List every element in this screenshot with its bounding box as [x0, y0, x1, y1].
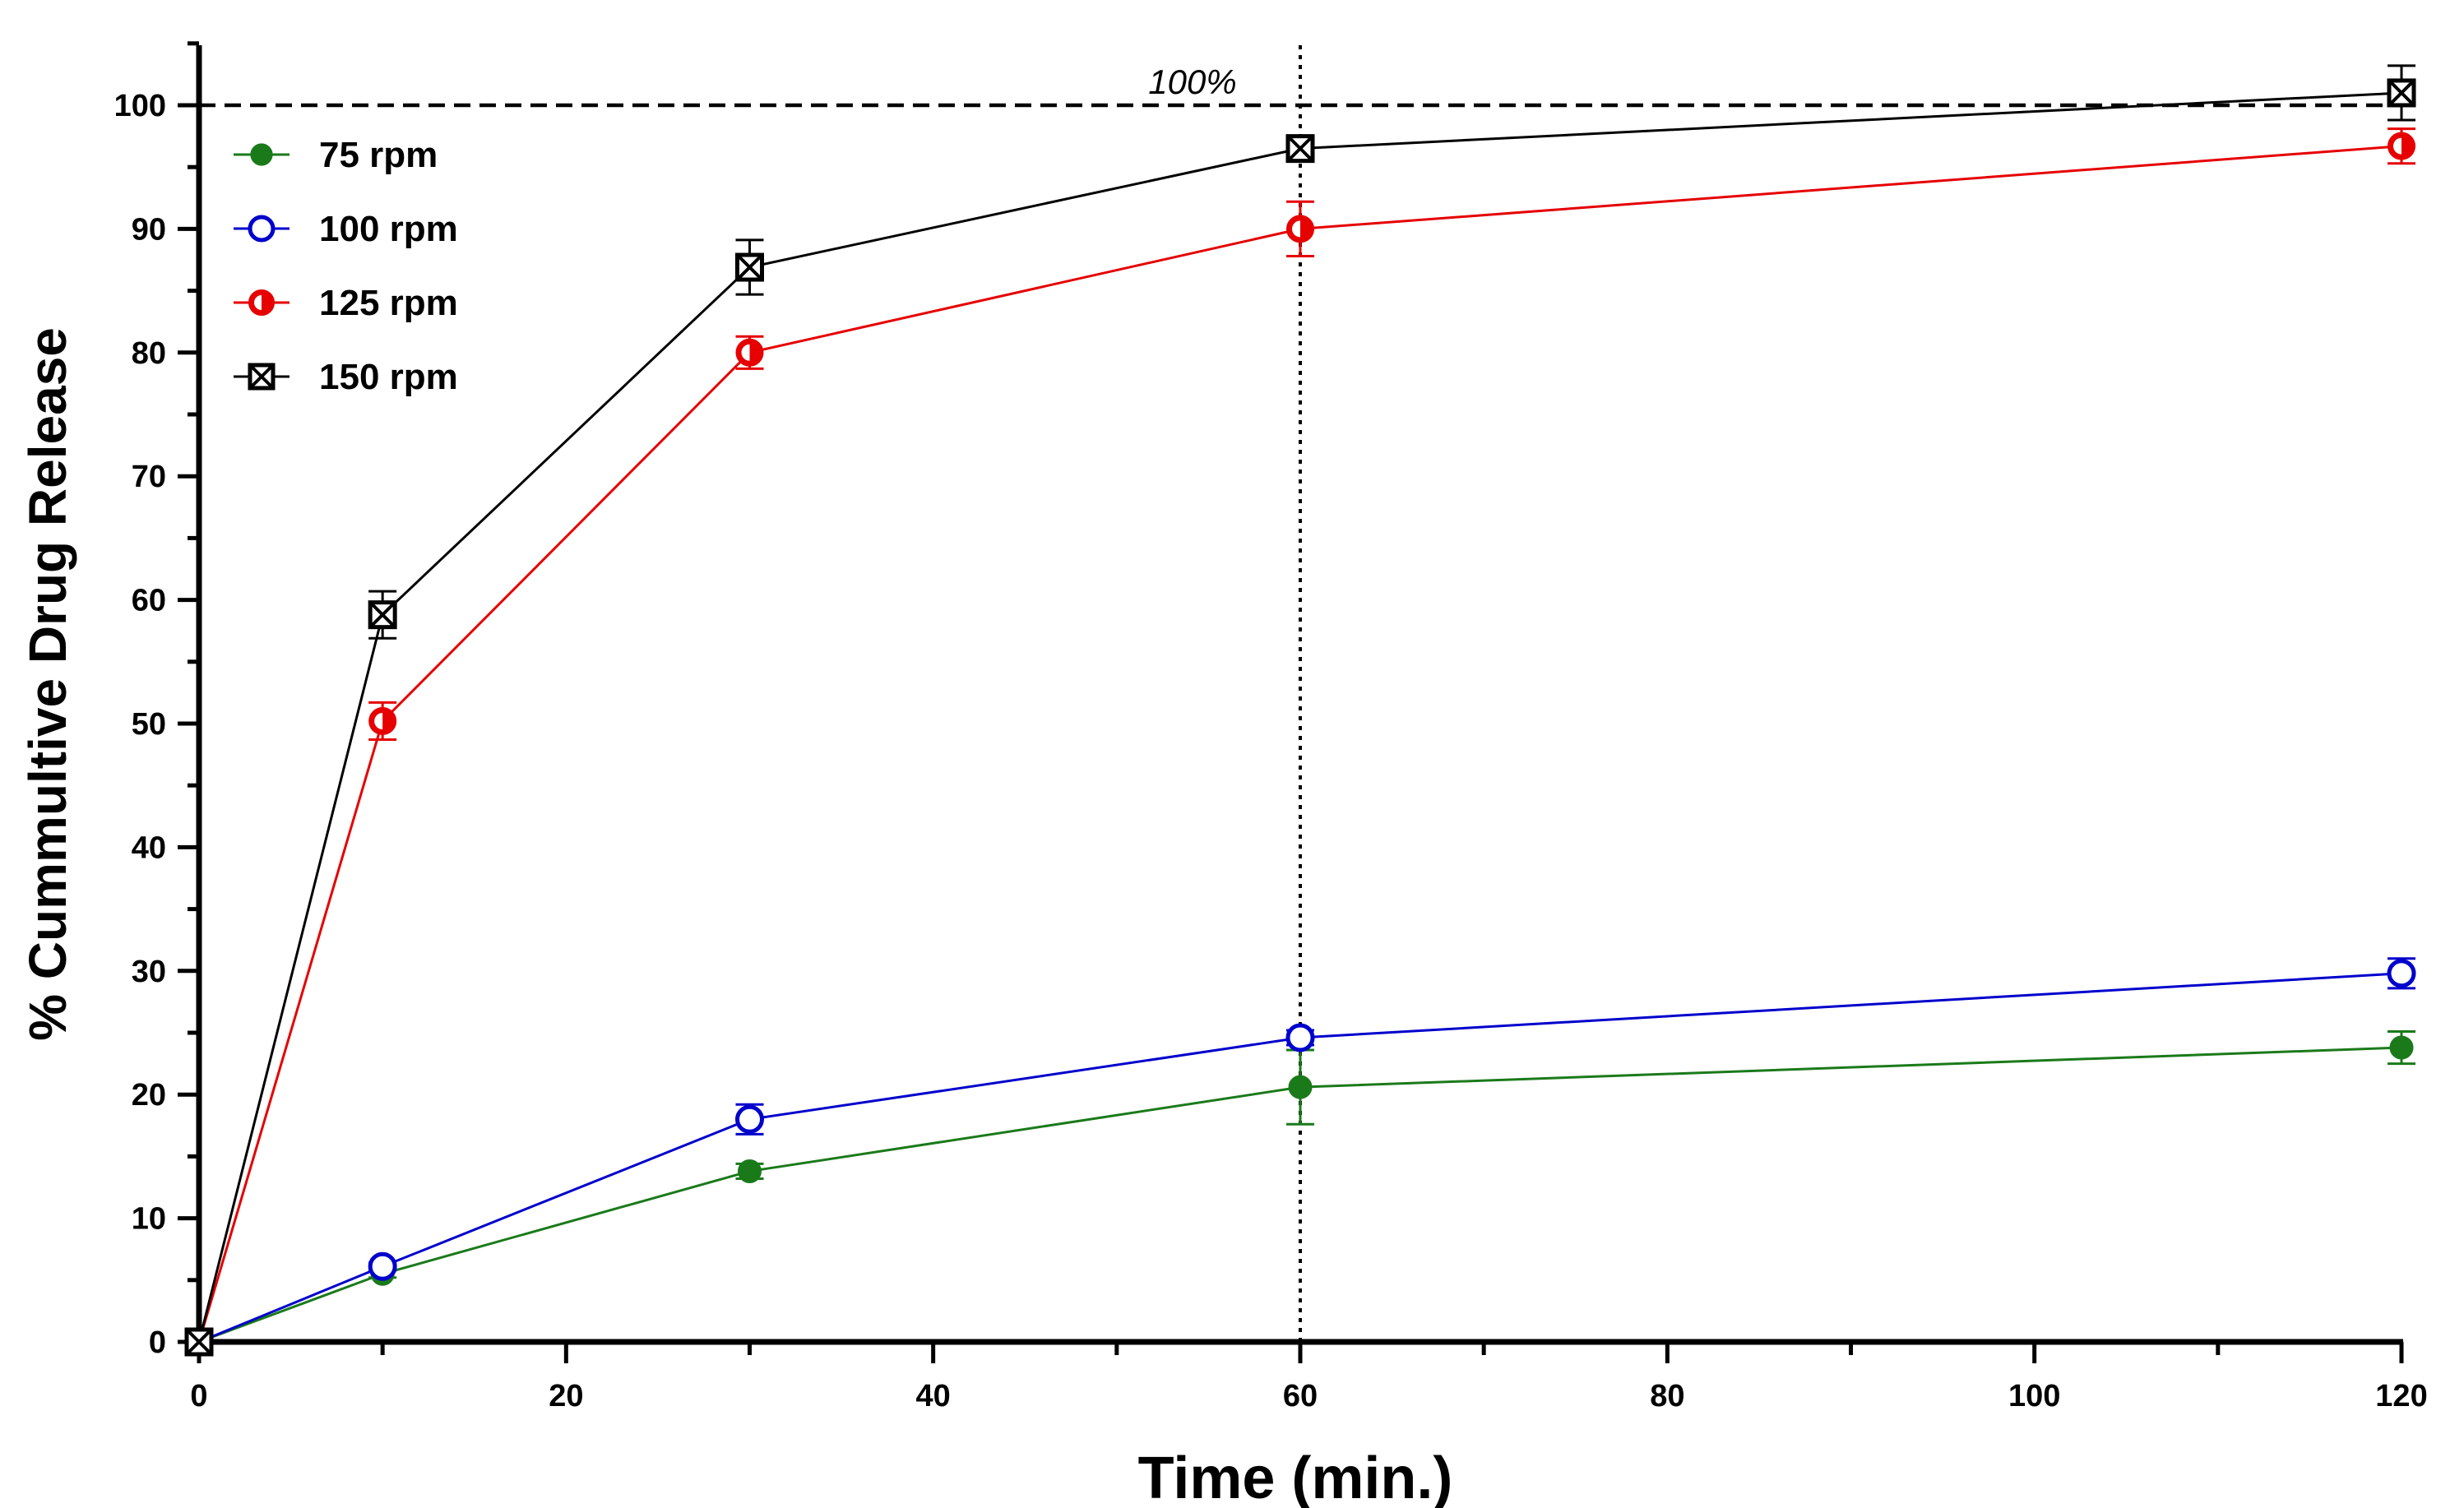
marker-half [1292, 220, 1300, 238]
x-tick-label: 20 [549, 1379, 583, 1413]
data-point [738, 1159, 762, 1183]
data-point [2388, 132, 2415, 160]
marker-half [2393, 137, 2401, 155]
legend-label: 100 rpm [319, 209, 458, 249]
y-tick-label: 0 [149, 1325, 166, 1360]
marker-cross [736, 253, 763, 281]
series-150-rpm [184, 64, 2416, 1357]
data-point [2387, 959, 2416, 988]
data-point [1285, 1023, 1315, 1052]
x-tick-label: 60 [1283, 1379, 1318, 1413]
legend-label: 150 rpm [319, 357, 458, 397]
y-axis-title: % Cummultive Drug Release [18, 327, 77, 1041]
x-tick-label: 120 [2375, 1379, 2427, 1413]
data-point [735, 338, 764, 367]
series-75-rpm [187, 1029, 2415, 1354]
legend-item: 125 rpm [234, 283, 458, 323]
reference-line-label: 100% [1148, 62, 1236, 101]
data-point [1286, 215, 1314, 243]
marker-half [254, 295, 262, 310]
data-point [2387, 78, 2416, 108]
legend-item: 100 rpm [234, 209, 458, 249]
series-125-rpm [185, 127, 2415, 1356]
marker-shape [250, 143, 273, 166]
y-tick-label: 50 [132, 707, 166, 742]
marker-half [374, 712, 383, 729]
y-tick-label: 90 [132, 212, 166, 247]
y-tick-label: 10 [132, 1202, 166, 1237]
marker-shape [1288, 1075, 1313, 1099]
legend-item: 150 rpm [234, 357, 458, 397]
data-point [735, 1104, 764, 1134]
marker-shape [735, 1104, 764, 1134]
marker-shape [1285, 1023, 1315, 1052]
legend: 75 rpm 100 rpm 125 rpm 150 rpm [234, 135, 458, 397]
x-tick-label: 80 [1650, 1379, 1684, 1413]
marker-cross [368, 601, 396, 629]
legend-marker [248, 289, 275, 316]
marker-cross [1286, 135, 1314, 163]
data-point [368, 706, 397, 735]
marker-shape [248, 215, 276, 243]
y-tick-label: 30 [132, 955, 166, 989]
legend-marker [248, 363, 276, 391]
marker-shape [738, 1159, 762, 1183]
y-tick-label: 100 [114, 89, 166, 123]
legend-label: 75 rpm [319, 135, 438, 175]
y-tick-label: 80 [132, 336, 166, 371]
marker-cross [185, 1328, 213, 1356]
data-point [1285, 134, 1315, 164]
axes: 0 10 20 30 40 50 60 70 80 90 100 0 20 40 60 80 100 120 [114, 41, 2428, 1413]
x-tick-label: 40 [916, 1379, 951, 1413]
data-point [368, 600, 397, 630]
legend-marker [250, 143, 273, 166]
x-tick-label: 0 [190, 1379, 207, 1413]
marker-cross [248, 363, 275, 390]
marker-half [741, 344, 750, 361]
data-point [2389, 1035, 2414, 1060]
marker-cross [2388, 79, 2415, 107]
y-tick-label: 70 [132, 460, 166, 494]
data-point [184, 1327, 214, 1357]
data-point [1288, 1075, 1313, 1099]
x-tick-label: 100 [2008, 1379, 2060, 1413]
marker-shape [368, 1251, 397, 1281]
legend-label: 125 rpm [319, 283, 458, 323]
marker-shape [2387, 959, 2416, 988]
data-point [368, 1251, 397, 1281]
legend-item: 75 rpm [234, 135, 438, 175]
y-tick-label: 40 [132, 830, 166, 865]
x-axis-title: Time (min.) [1138, 1446, 1453, 1508]
legend-marker [248, 215, 276, 243]
reference-lines: 100% [199, 45, 2401, 1342]
y-tick-label: 20 [132, 1078, 166, 1112]
marker-shape [2389, 1035, 2414, 1060]
y-tick-label: 60 [132, 584, 166, 618]
data-point [735, 252, 764, 282]
data-series [184, 64, 2416, 1357]
series-100-rpm [184, 957, 2416, 1357]
